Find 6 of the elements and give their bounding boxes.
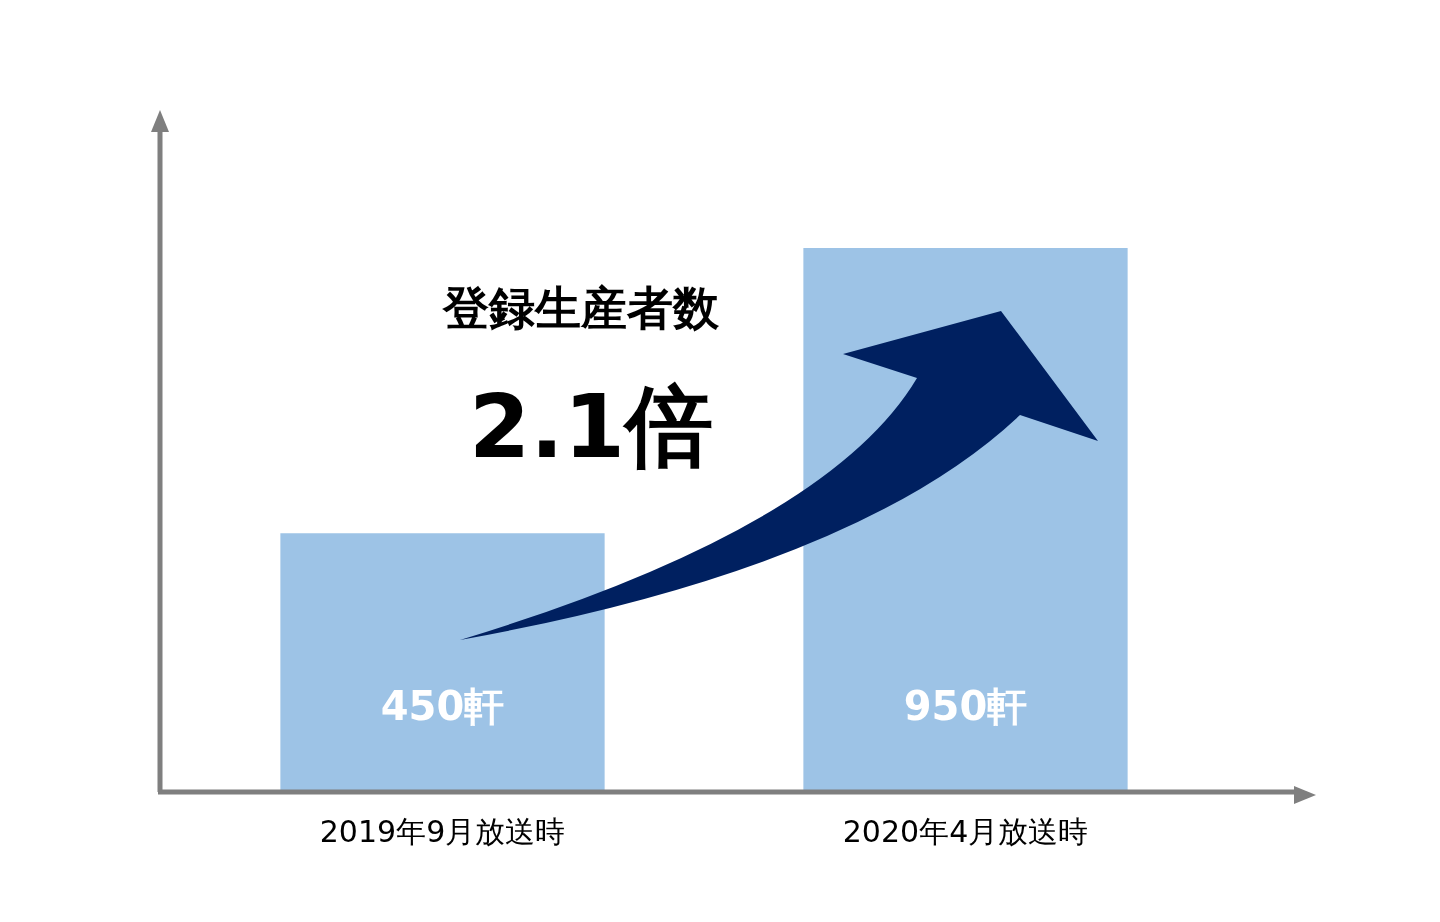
x-tick-label: 2020年4月放送時: [842, 813, 1089, 849]
annotation: 2.1倍: [468, 374, 714, 480]
data-label: 950軒: [903, 683, 1028, 730]
data-label: 450軒: [380, 683, 505, 730]
x-tick-label: 2019年9月放送時: [319, 813, 566, 849]
annotation: 登録生産者数: [441, 280, 720, 337]
